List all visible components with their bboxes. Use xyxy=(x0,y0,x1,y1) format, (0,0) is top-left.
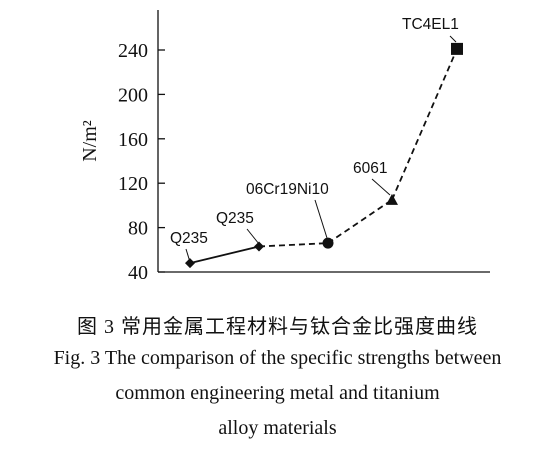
y-tick-label: 40 xyxy=(128,262,148,284)
data-point-triangle xyxy=(386,193,398,205)
data-point-diamond xyxy=(185,258,195,269)
line-chart: 40 80 120 160 200 240 N/m² Q235 Q235 06Cr19Ni10 6… xyxy=(79,10,490,284)
figure-caption-english-line-3: alloy materials xyxy=(218,417,337,439)
y-tick-label: 240 xyxy=(118,40,148,62)
annotation-leader-line xyxy=(449,35,457,43)
chart-axes: 40 80 120 160 200 240 N/m² xyxy=(79,10,490,284)
annotation-leader-line xyxy=(314,199,328,239)
annotation-leader-line xyxy=(371,178,391,196)
figure-caption-english-line-1: Fig. 3 The comparison of the specific st… xyxy=(53,347,502,369)
annotation-leader-line xyxy=(246,228,260,245)
series-segment-solid xyxy=(189,245,260,264)
series-segment-dashed xyxy=(327,199,393,244)
data-point-label: 6061 xyxy=(353,160,387,177)
y-tick-label: 120 xyxy=(118,173,148,195)
figure-caption-chinese: 图 3 常用金属工程材料与钛合金比强度曲线 xyxy=(77,316,478,338)
data-point-label: Q235 xyxy=(170,230,208,247)
data-point-circle xyxy=(322,237,334,249)
data-point-label: TC4EL1 xyxy=(402,16,459,33)
data-point-label: 06Cr19Ni10 xyxy=(246,181,329,198)
y-tick-label: 80 xyxy=(128,218,148,240)
chart-lines xyxy=(189,48,458,264)
chart-annotations: Q235 Q235 06Cr19Ni10 6061 TC4EL1 xyxy=(170,16,459,263)
data-point-label: Q235 xyxy=(216,210,254,227)
series-segment-dashed xyxy=(258,242,329,248)
series-segment-dashed xyxy=(391,48,458,201)
y-tick-label: 160 xyxy=(118,129,148,151)
data-point-square xyxy=(451,42,463,55)
figure-caption-english-line-2: common engineering metal and titanium xyxy=(115,382,440,404)
y-tick-label: 200 xyxy=(118,84,148,106)
annotation-leader-line xyxy=(185,248,191,263)
chart-markers xyxy=(185,42,463,269)
data-point-diamond xyxy=(254,241,264,252)
y-axis-label: N/m² xyxy=(79,120,101,162)
